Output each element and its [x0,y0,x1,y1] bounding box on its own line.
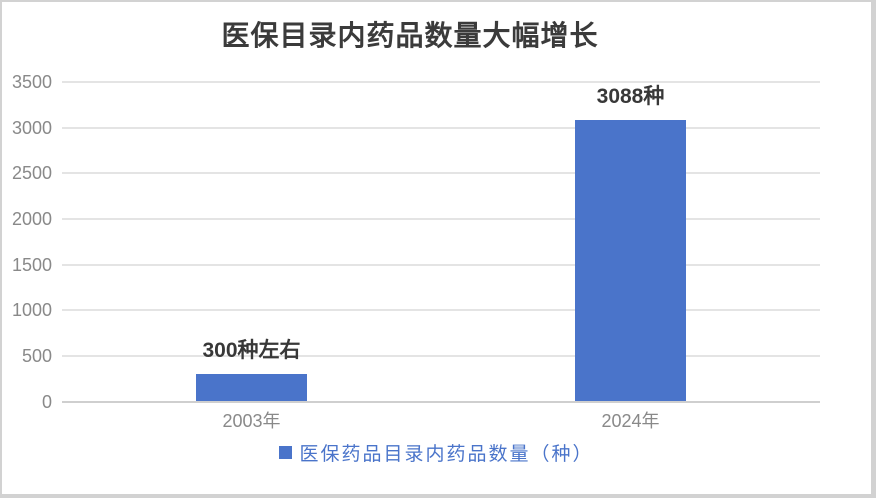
y-axis-tick-label: 2500 [11,163,52,184]
legend: 医保药品目录内药品数量（种） [2,439,871,466]
y-axis-tick-label: 3500 [11,72,52,92]
x-axis-tick-label: 2024年 [601,411,660,431]
chart-title: 医保目录内药品数量大幅增长 [221,20,599,51]
gridline [62,309,820,312]
legend-marker-icon [279,446,293,459]
y-axis-tick-label: 0 [41,391,52,412]
bar-2003年 [196,374,307,402]
x-axis-line [62,400,820,403]
gridline [62,354,820,357]
y-axis-tick-label: 1000 [11,300,52,321]
y-axis-tick-label: 1500 [11,254,52,275]
gridline [62,81,820,83]
gridline [62,172,820,175]
gridline [62,126,820,129]
gridline [62,217,820,220]
gridline [62,263,820,266]
y-axis-tick-label: 2000 [11,208,52,229]
bar-2024年 [575,119,686,402]
bar-data-label: 300种左右 [202,339,301,363]
y-axis-tick-label: 500 [21,345,52,366]
legend-series-label: 医保药品目录内药品数量（种） [299,444,594,465]
x-axis-tick-label: 2003年 [222,411,281,431]
y-axis-tick-label: 3000 [11,117,52,138]
bar-data-label: 3088种 [596,84,665,108]
